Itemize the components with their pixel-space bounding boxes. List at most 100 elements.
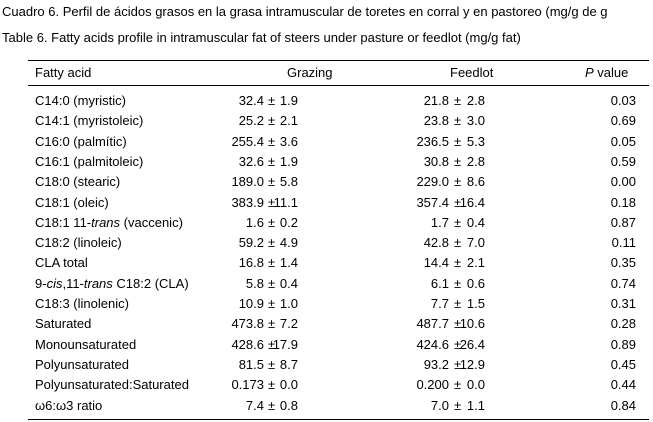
grazing-mean: 428.6 — [231, 336, 264, 352]
feedlot-mean: 23.8 — [423, 113, 449, 129]
p-value: 0.69 — [610, 113, 636, 129]
plus-minus: ± — [454, 214, 462, 230]
grazing-sd: 7.2 — [279, 316, 298, 332]
p-value: 0.05 — [610, 133, 636, 149]
plus-minus: ± — [454, 356, 462, 372]
row-name: C18:1 (oleic) — [35, 194, 109, 210]
feedlot-mean: 6.1 — [430, 275, 449, 291]
grazing-sd: 11.1 — [273, 194, 298, 210]
row-name: Saturated — [35, 316, 92, 332]
plus-minus: ± — [454, 316, 462, 332]
plus-minus: ± — [454, 235, 462, 251]
feedlot-sd: 8.6 — [466, 174, 485, 190]
p-value: 0.87 — [610, 214, 636, 230]
feedlot-sd: 26.4 — [459, 336, 485, 352]
feedlot-mean: 236.5 — [416, 133, 449, 149]
plus-minus: ± — [454, 255, 462, 271]
caption-en: Table 6. Fatty acids profile in intramus… — [2, 30, 521, 45]
row-name: Monounsaturated — [35, 336, 137, 352]
grazing-sd: 0.0 — [279, 377, 298, 393]
plus-minus: ± — [268, 235, 276, 251]
feedlot-sd: 2.1 — [466, 255, 485, 271]
grazing-mean: 32.4 — [238, 93, 264, 108]
grazing-mean: 81.5 — [238, 356, 264, 372]
row-name: Polyunsaturated:Saturated — [35, 377, 189, 393]
grazing-sd: 0.8 — [279, 397, 298, 413]
p-value: 0.11 — [611, 235, 636, 251]
feedlot-mean: 1.7 — [430, 214, 449, 230]
feedlot-mean: 229.0 — [416, 174, 449, 190]
grazing-sd: 1.0 — [279, 296, 298, 311]
plus-minus: ± — [268, 153, 276, 169]
name-part: ,11- — [62, 275, 84, 291]
row-name: C16:0 (palmític) — [35, 133, 127, 149]
plus-minus: ± — [268, 174, 276, 190]
feedlot-mean: 424.6 — [416, 336, 449, 352]
plus-minus: ± — [454, 336, 462, 352]
p-value: 0.74 — [610, 275, 636, 291]
plus-minus: ± — [268, 377, 276, 393]
name-part: C18:1 11- — [35, 214, 92, 230]
p-value: 0.28 — [610, 316, 636, 332]
grazing-sd: 0.4 — [279, 275, 298, 291]
feedlot-mean: 42.8 — [423, 235, 449, 251]
caption-es: Cuadro 6. Perfil de ácidos grasos en la … — [2, 4, 608, 19]
feedlot-mean: 7.7 — [430, 296, 449, 311]
feedlot-sd: 7.0 — [466, 235, 485, 251]
grazing-mean: 255.4 — [231, 133, 264, 149]
row-name: C18:2 (linoleic) — [35, 235, 122, 251]
row-name: C16:1 (palmitoleic) — [35, 153, 144, 169]
grazing-sd: 3.6 — [279, 133, 298, 149]
name-part: 9- — [35, 275, 47, 291]
header-p: P — [585, 65, 594, 80]
grazing-mean: 473.8 — [231, 316, 264, 332]
row-name: C18:1 11-trans (vaccenic) — [35, 215, 183, 231]
feedlot-mean: 30.8 — [423, 153, 449, 169]
p-value: 0.44 — [610, 377, 636, 393]
name-part: trans — [83, 275, 113, 291]
row-name: C14:0 (myristic) — [35, 93, 127, 108]
feedlot-sd: 2.8 — [466, 153, 485, 169]
plus-minus: ± — [268, 336, 276, 352]
name-part: C18:2 (CLA) — [112, 275, 189, 291]
grazing-mean: 383.9 — [231, 194, 264, 210]
feedlot-mean: 93.2 — [423, 356, 449, 372]
plus-minus: ± — [268, 255, 276, 271]
feedlot-mean: 357.4 — [416, 194, 449, 210]
p-value: 0.31 — [610, 296, 636, 311]
plus-minus: ± — [454, 93, 462, 108]
plus-minus: ± — [268, 93, 276, 108]
p-value: 0.03 — [610, 93, 636, 108]
row-name: C18:0 (stearic) — [35, 174, 121, 190]
plus-minus: ± — [454, 113, 462, 129]
grazing-mean: 0.173 — [231, 377, 264, 393]
grazing-mean: 1.6 — [245, 214, 264, 230]
grazing-mean: 16.8 — [238, 255, 264, 271]
header-p-rest: value — [597, 65, 629, 80]
plus-minus: ± — [268, 397, 276, 413]
bottom-rule — [28, 419, 649, 420]
row-name: C14:1 (myristoleic) — [35, 113, 144, 129]
grazing-sd: 1.9 — [279, 153, 298, 169]
header-cell: P value — [585, 65, 628, 81]
feedlot-mean: 7.0 — [430, 397, 449, 413]
grazing-mean: 7.4 — [245, 397, 264, 413]
grazing-sd: 17.9 — [272, 336, 298, 352]
p-value: 0.45 — [610, 356, 636, 372]
p-value: 0.18 — [610, 194, 636, 210]
grazing-mean: 25.2 — [238, 113, 264, 129]
feedlot-mean: 14.4 — [423, 255, 449, 271]
plus-minus: ± — [268, 113, 276, 129]
feedlot-sd: 1.1 — [466, 397, 485, 413]
p-value: 0.84 — [610, 397, 636, 413]
name-part: (vaccenic) — [120, 214, 183, 230]
row-name: 9-cis,11-trans C18:2 (CLA) — [35, 276, 189, 292]
feedlot-sd: 0.0 — [466, 377, 485, 393]
plus-minus: ± — [454, 296, 462, 311]
feedlot-sd: 2.8 — [466, 93, 485, 108]
feedlot-sd: 16.4 — [459, 194, 485, 210]
feedlot-sd: 3.0 — [466, 113, 485, 129]
p-value: 0.89 — [610, 336, 636, 352]
feedlot-sd: 10.6 — [459, 316, 485, 332]
row-name: C18:3 (linolenic) — [35, 296, 129, 311]
